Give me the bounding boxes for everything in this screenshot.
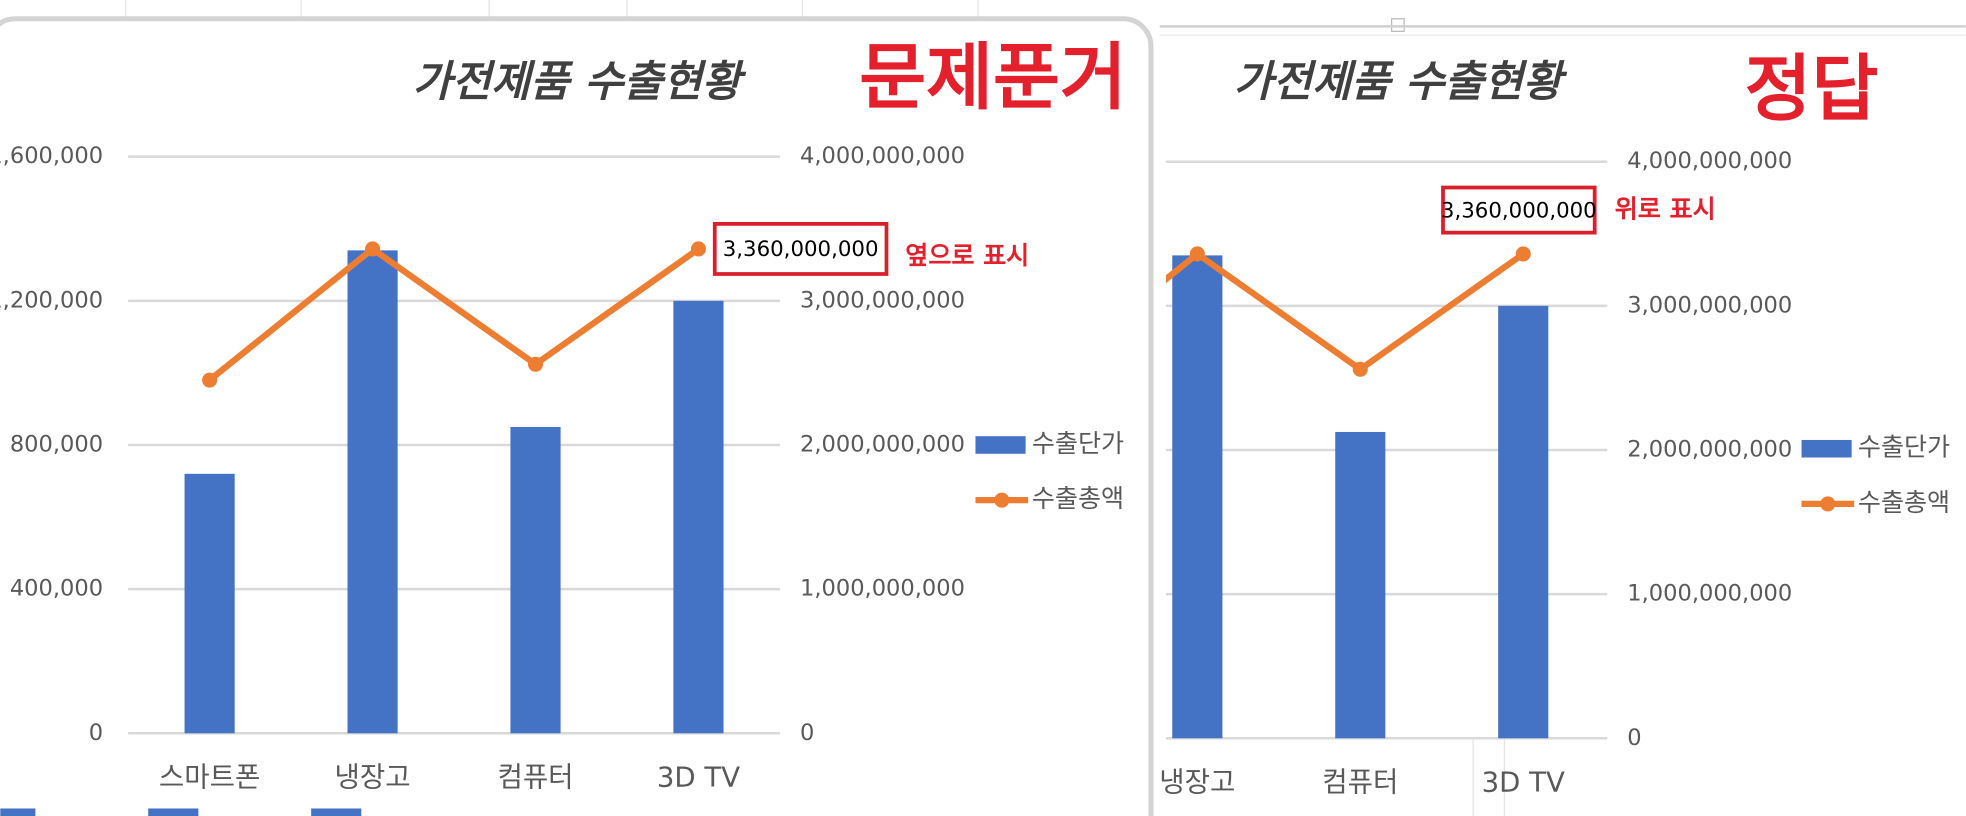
line-marker xyxy=(1352,361,1368,377)
y-tick-label: 0 xyxy=(89,720,103,746)
legend-swatch xyxy=(1801,439,1852,458)
legend-label: 수출총액 xyxy=(1032,484,1124,513)
chart-title: 가전제품 수출현황 xyxy=(1234,57,1568,107)
x-tick-label: 3D TV xyxy=(1482,765,1565,798)
x-tick-label: 3D TV xyxy=(657,760,740,793)
y-tick-label: 1,600,000 xyxy=(0,143,103,169)
bar xyxy=(1335,431,1386,739)
data-label-box xyxy=(1441,185,1597,235)
x-tick-label: 냉장고 xyxy=(335,760,411,793)
annotation-note: 위로 표시 xyxy=(1615,195,1716,224)
icon xyxy=(148,808,199,816)
bar xyxy=(673,300,724,734)
line-marker xyxy=(1027,378,1042,393)
y2-tick-label: 0 xyxy=(1627,725,1641,751)
y2-tick-label: 3,000,000,000 xyxy=(800,287,965,313)
legend-label: 수출총액 xyxy=(1858,488,1950,517)
y-tick-label: 1,200,000 xyxy=(0,287,103,313)
legend-swatch xyxy=(975,436,1026,454)
line-marker xyxy=(365,241,381,257)
data-label-box xyxy=(712,221,889,276)
bar xyxy=(510,426,561,734)
y2-tick-label: 1,000,000,000 xyxy=(1627,581,1792,607)
y2-tick-label: 2,000,000,000 xyxy=(800,431,965,457)
x-tick-label: 컴퓨터 xyxy=(497,760,573,793)
icon xyxy=(0,808,36,816)
legend-label: 수출단가 xyxy=(1858,433,1950,462)
line xyxy=(207,245,701,383)
line-marker xyxy=(1189,246,1205,262)
x-tick-label: 스마트폰 xyxy=(159,760,260,793)
legend-label: 수출단가 xyxy=(1032,429,1124,458)
y2-tick-label: 0 xyxy=(800,720,814,746)
bar xyxy=(1172,255,1223,739)
legend-swatch xyxy=(1820,496,1836,512)
annotation: 정답 xyxy=(1745,48,1879,132)
y2-tick-label: 2,000,000,000 xyxy=(1627,436,1792,462)
data-label: 3,360,000,000 xyxy=(1441,198,1597,223)
line-marker xyxy=(1515,246,1531,262)
bar xyxy=(184,473,235,734)
y-tick-label: 400,000 xyxy=(10,576,103,602)
annotation-note: 옆으로 표시 xyxy=(905,241,1029,270)
y2-tick-label: 3,000,000,000 xyxy=(1627,292,1792,318)
chart-title: 가전제품 수출현황 xyxy=(413,57,747,107)
x-tick-label: 냉장고 xyxy=(1159,765,1235,798)
icon xyxy=(311,808,362,816)
line-marker xyxy=(202,372,218,388)
line-marker xyxy=(527,356,544,372)
legend-swatch xyxy=(994,492,1010,508)
sheet-gridlines xyxy=(125,0,1506,816)
bar xyxy=(1498,305,1549,739)
y2-tick-label: 4,000,000,000 xyxy=(800,143,965,169)
line xyxy=(1166,250,1526,373)
chart-frame xyxy=(0,16,1154,816)
bar xyxy=(1009,479,1059,738)
plot-area xyxy=(1009,246,1549,739)
x-tick-label: 컴퓨터 xyxy=(1322,765,1398,798)
y2-tick-label: 4,000,000,000 xyxy=(1627,148,1792,174)
annotation: 문제푼거 xyxy=(859,37,1127,121)
bar xyxy=(347,250,398,734)
data-label: 3,360,000,000 xyxy=(723,237,879,262)
plot-area xyxy=(184,241,724,734)
y-tick-label: 800,000 xyxy=(10,431,103,457)
line-marker xyxy=(690,241,706,257)
y2-tick-label: 1,000,000,000 xyxy=(800,576,965,602)
